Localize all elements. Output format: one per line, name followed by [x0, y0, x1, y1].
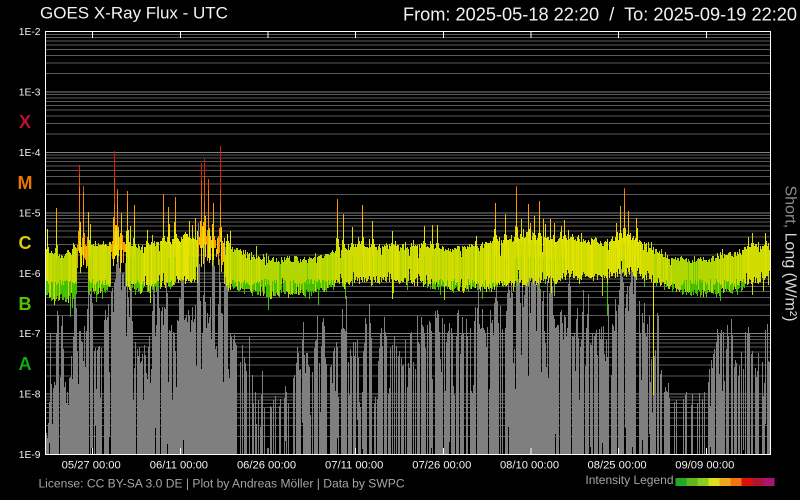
svg-text:License: CC BY-SA 3.0 DE | Plo: License: CC BY-SA 3.0 DE | Plot by Andre…	[38, 477, 404, 491]
svg-text:07/11 00:00: 07/11 00:00	[325, 460, 383, 472]
svg-text:B: B	[19, 294, 32, 314]
svg-text:08/25 00:00: 08/25 00:00	[588, 460, 647, 472]
svg-text:05/27 00:00: 05/27 00:00	[62, 460, 121, 472]
svg-text:From: 2025-05-18 22:20 / To:: From: 2025-05-18 22:20 / To: 2025-09-19 …	[403, 5, 797, 25]
svg-text:06/26 00:00: 06/26 00:00	[237, 460, 296, 472]
svg-text:A: A	[19, 354, 32, 374]
svg-text:1E-2: 1E-2	[19, 27, 41, 38]
svg-text:06/11 00:00: 06/11 00:00	[150, 460, 208, 472]
svg-text:1E-6: 1E-6	[19, 269, 41, 280]
svg-text:Short, Long (W/m²): Short, Long (W/m²)	[782, 186, 799, 322]
svg-text:GOES X-Ray Flux - UTC: GOES X-Ray Flux - UTC	[40, 4, 228, 23]
svg-text:1E-3: 1E-3	[19, 88, 41, 99]
svg-text:X: X	[19, 112, 31, 132]
svg-text:1E-5: 1E-5	[19, 208, 41, 219]
svg-text:1E-9: 1E-9	[19, 450, 41, 461]
svg-text:08/10 00:00: 08/10 00:00	[500, 460, 559, 472]
svg-text:1E-4: 1E-4	[19, 148, 41, 159]
svg-text:07/26 00:00: 07/26 00:00	[412, 460, 471, 472]
svg-text:1E-7: 1E-7	[19, 329, 41, 340]
svg-text:09/09 00:00: 09/09 00:00	[675, 460, 734, 472]
svg-text:1E-8: 1E-8	[19, 390, 41, 401]
svg-text:M: M	[18, 173, 33, 193]
svg-text:C: C	[19, 233, 32, 253]
svg-text:Intensity Legend: Intensity Legend	[585, 473, 673, 487]
